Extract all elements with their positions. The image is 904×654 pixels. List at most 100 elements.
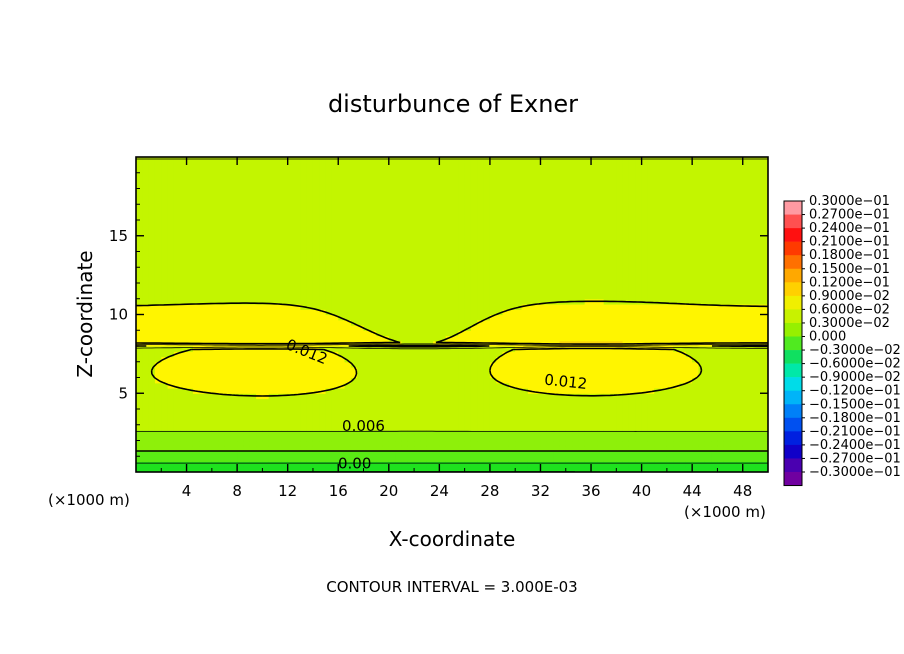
field-cell: [534, 214, 542, 221]
field-cell: [344, 466, 352, 472]
field-cell: [591, 424, 598, 431]
field-cell: [281, 325, 289, 331]
field-cell: [312, 319, 320, 326]
field-cell: [249, 361, 257, 368]
field-cell: [230, 199, 238, 205]
field-cell: [211, 241, 219, 247]
field-cell: [635, 193, 643, 200]
field-cell: [660, 424, 668, 431]
field-cell: [338, 440, 346, 447]
field-cell: [268, 456, 276, 463]
field-cell: [199, 298, 207, 305]
field-cell: [414, 167, 421, 174]
field-cell: [268, 398, 276, 405]
field-cell: [230, 220, 238, 226]
field-cell: [515, 293, 523, 300]
field-cell: [338, 325, 346, 331]
field-cell: [173, 451, 181, 457]
field-cell: [148, 293, 156, 300]
field-cell: [584, 409, 592, 415]
field-cell: [382, 241, 390, 247]
field-cell: [515, 445, 523, 452]
field-cell: [249, 214, 257, 221]
field-cell: [477, 230, 485, 237]
field-cell: [275, 204, 282, 211]
field-cell: [489, 241, 497, 247]
field-cell: [268, 424, 276, 431]
field-cell: [559, 419, 567, 426]
field-cell: [654, 393, 662, 400]
field-cell: [546, 356, 554, 363]
field-cell: [186, 414, 194, 421]
field-cell: [458, 319, 466, 326]
field-cell: [458, 230, 466, 237]
field-cell: [420, 277, 428, 284]
field-cell: [319, 230, 327, 237]
field-cell: [610, 188, 617, 195]
field-cell: [218, 451, 226, 457]
field-cell: [376, 225, 384, 232]
field-cell: [591, 403, 598, 410]
field-cell: [414, 382, 421, 389]
field-cell: [647, 377, 655, 384]
field-cell: [458, 220, 466, 226]
field-cell: [344, 288, 352, 295]
field-cell: [249, 256, 257, 263]
field-cell: [363, 325, 371, 331]
field-cell: [395, 193, 403, 200]
field-cell: [641, 178, 649, 184]
field-cell: [205, 188, 213, 195]
field-cell: [199, 225, 207, 232]
field-cell: [635, 256, 643, 263]
field-cell: [610, 230, 617, 237]
field-cell: [502, 393, 510, 400]
field-cell: [148, 419, 156, 426]
field-cell: [622, 209, 630, 216]
field-cell: [628, 403, 636, 410]
field-cell: [597, 325, 605, 331]
field-cell: [496, 199, 504, 205]
field-cell: [597, 214, 605, 221]
field-cell: [553, 225, 561, 232]
field-cell: [325, 319, 333, 326]
field-cell: [357, 393, 365, 400]
field-cell: [148, 388, 156, 394]
field-cell: [635, 409, 643, 415]
field-cell: [603, 367, 611, 373]
field-cell: [249, 351, 257, 358]
field-cell: [603, 430, 611, 436]
field-cell: [148, 298, 156, 305]
field-cell: [464, 235, 472, 242]
field-cell: [262, 230, 270, 237]
field-cell: [635, 466, 643, 472]
field-cell: [173, 335, 181, 342]
field-cell: [287, 204, 295, 211]
field-cell: [426, 440, 434, 447]
field-cell: [534, 272, 542, 279]
field-cell: [218, 356, 226, 363]
field-cell: [496, 314, 504, 321]
field-cell: [654, 183, 662, 190]
field-cell: [489, 262, 497, 268]
field-cell: [205, 351, 213, 358]
field-cell: [420, 424, 428, 431]
field-cell: [578, 235, 586, 242]
field-cell: [508, 419, 516, 426]
field-cell: [136, 377, 143, 384]
field-cell: [256, 220, 263, 226]
field-cell: [186, 356, 194, 363]
field-cell: [414, 283, 421, 289]
field-cell: [148, 361, 156, 368]
field-cell: [610, 304, 617, 310]
field-cell: [572, 461, 579, 468]
field-cell: [591, 461, 598, 468]
field-cell: [540, 461, 548, 468]
field-cell: [218, 430, 226, 436]
field-cell: [414, 409, 421, 415]
field-cell: [439, 466, 447, 472]
field-cell: [395, 246, 403, 253]
field-cell: [205, 435, 213, 442]
field-cell: [357, 251, 365, 258]
field-cell: [591, 456, 598, 463]
field-cell: [224, 388, 232, 394]
